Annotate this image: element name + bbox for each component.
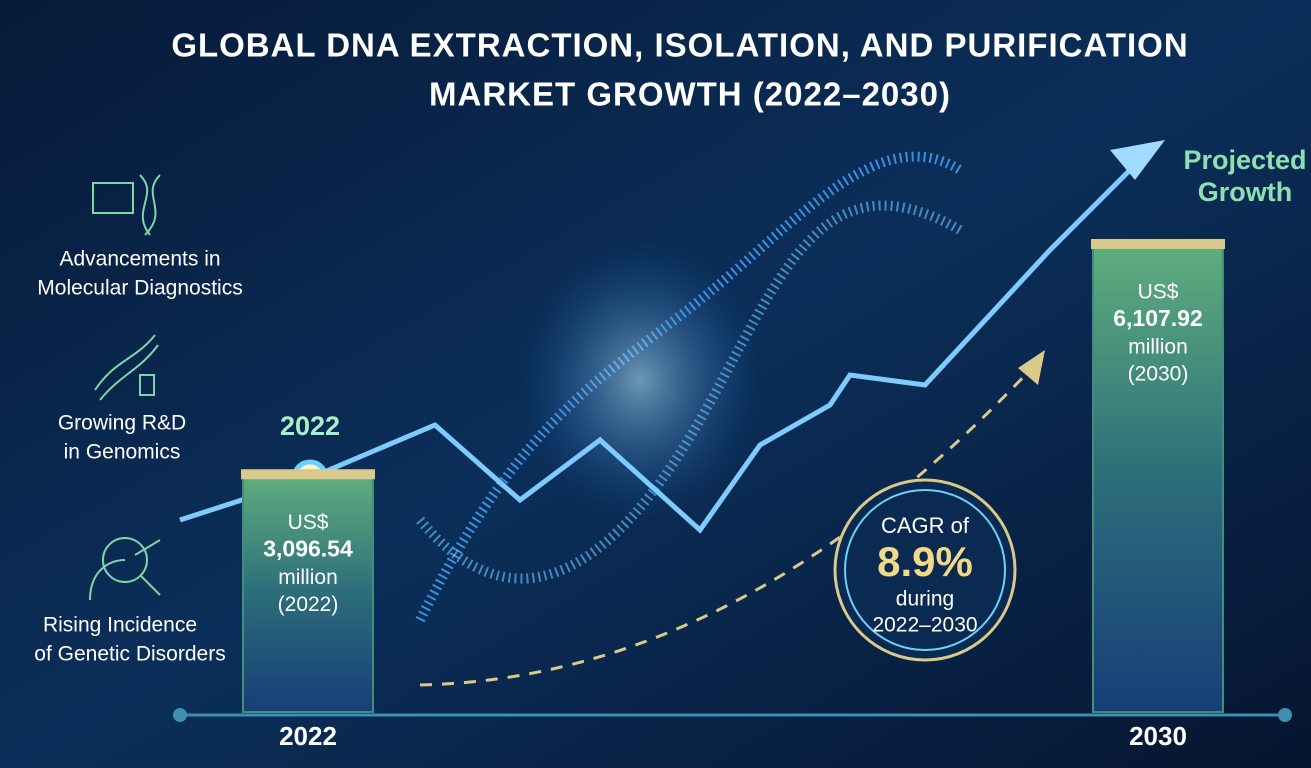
title-line: GLOBAL DNA EXTRACTION, ISOLATION, AND PU… (171, 27, 1188, 64)
bar-currency: US$ (288, 511, 329, 534)
cagr-arrow (419, 368, 1032, 687)
bar-unit: million (1128, 336, 1188, 359)
cagr-text: 2022–2030 (872, 614, 977, 637)
projection-label: Projected (1183, 145, 1306, 175)
title-line: MARKET GROWTH (2022–2030) (429, 76, 951, 113)
x-tick-label: 2030 (1129, 721, 1187, 751)
driver: of Genetic Disorders (34, 643, 225, 666)
bar-currency: US$ (1138, 281, 1179, 304)
driver: Molecular Diagnostics (37, 277, 242, 300)
bar-value-label: 6,107.92 (1113, 305, 1203, 331)
start-label: 2022 (280, 411, 340, 441)
bar-period: (2022) (278, 593, 339, 616)
driver: Growing R&D (58, 412, 186, 435)
bar-cap (241, 469, 375, 480)
driver: in Genomics (64, 441, 181, 464)
driver: Rising Incidence (43, 614, 197, 637)
cagr-text: during (896, 588, 954, 611)
cagr-text: CAGR of (881, 513, 970, 538)
bar (242, 474, 374, 713)
timeline (173, 708, 1292, 722)
driver: Advancements in (59, 248, 220, 271)
bar-unit: million (278, 566, 338, 589)
cagr-value: 8.9% (877, 538, 973, 585)
cagr-arrowhead (1018, 350, 1045, 385)
bar-period: (2030) (1128, 363, 1189, 386)
bar-value-label: 3,096.54 (263, 535, 353, 561)
drivers-icons (89, 174, 161, 601)
cagr-badge (833, 478, 1017, 662)
dna-helix (415, 151, 963, 623)
bar-cap (1091, 239, 1225, 249)
cagr-badge-ring (844, 489, 1006, 651)
bar (1092, 244, 1224, 713)
x-tick-label: 2022 (279, 721, 337, 751)
projection-label: Growth (1198, 177, 1293, 207)
